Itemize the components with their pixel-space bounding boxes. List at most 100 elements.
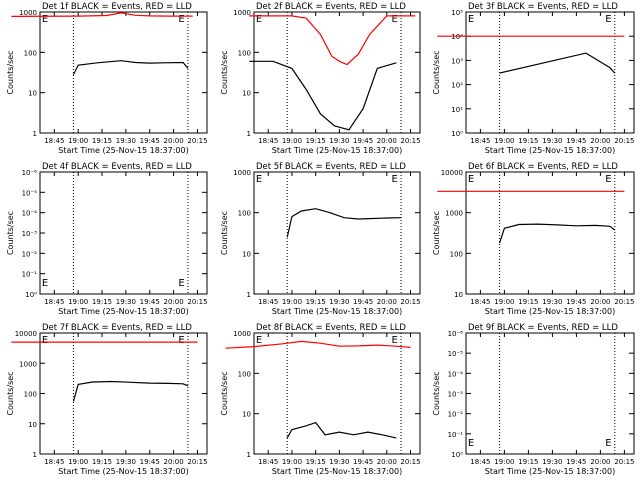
x-tick-label: 19:00 bbox=[494, 458, 514, 466]
x-tick-label: 19:15 bbox=[92, 137, 112, 145]
y-tick-label: 1 bbox=[33, 451, 37, 459]
x-tick-label: 20:00 bbox=[377, 458, 397, 466]
panel-title: Det 2f BLACK = Events, RED = LLD bbox=[256, 2, 406, 12]
detector-panel-1: Det 1f BLACK = Events, RED = LLD 18:45 19:… bbox=[6, 2, 208, 155]
x-tick-label: 18:45 bbox=[258, 298, 278, 306]
x-tick-label: 20:00 bbox=[164, 137, 184, 145]
x-tick-label: 19:45 bbox=[566, 298, 586, 306]
event-marker: E bbox=[392, 174, 398, 185]
detector-panel-8: Det 8f BLACK = Events, RED = LLD 18:45 19:… bbox=[220, 323, 421, 476]
x-tick-label: 19:15 bbox=[92, 298, 112, 306]
y-axis-label: Counts/sec bbox=[432, 211, 441, 255]
y-tick-label: 10⁻² bbox=[448, 411, 464, 419]
x-tick-label: 19:00 bbox=[282, 137, 302, 145]
x-tick-label: 20:00 bbox=[590, 137, 610, 145]
x-tick-label: 20:15 bbox=[187, 298, 207, 306]
x-tick-label: 19:45 bbox=[566, 137, 586, 145]
x-tick-label: 19:15 bbox=[306, 298, 326, 306]
x-tick-label: 19:45 bbox=[353, 458, 373, 466]
y-tick-label: 10⁻⁶ bbox=[22, 169, 38, 177]
x-tick-label: 20:15 bbox=[614, 137, 634, 145]
x-tick-label: 20:00 bbox=[377, 298, 397, 306]
series-lld-line bbox=[11, 12, 193, 17]
x-axis-label: Start Time (25-Nov-15 18:37:00) bbox=[485, 307, 615, 316]
y-tick-label: 10⁻⁶ bbox=[448, 330, 464, 338]
y-tick-label: 1000 bbox=[19, 360, 37, 368]
series-events-line bbox=[72, 60, 189, 75]
x-tick-label: 19:30 bbox=[542, 298, 562, 306]
y-tick-label: 1000 bbox=[445, 210, 463, 218]
y-tick-label: 100 bbox=[238, 49, 251, 57]
y-tick-label: 10 bbox=[242, 250, 251, 258]
event-marker: E bbox=[256, 14, 262, 25]
panel-title: Det 8f BLACK = Events, RED = LLD bbox=[256, 323, 406, 333]
x-tick-label: 20:00 bbox=[164, 298, 184, 306]
x-tick-label: 19:30 bbox=[329, 458, 349, 466]
y-tick-label: 1000 bbox=[233, 330, 251, 338]
y-axis-label: Counts/sec bbox=[220, 211, 229, 255]
x-tick-label: 20:00 bbox=[590, 458, 610, 466]
x-tick-label: 19:30 bbox=[542, 137, 562, 145]
y-tick-label: 10⁻³ bbox=[448, 391, 464, 399]
y-axis-label: Counts/sec bbox=[432, 50, 441, 94]
x-tick-label: 19:15 bbox=[306, 137, 326, 145]
plot-frame bbox=[39, 171, 208, 295]
x-tick-label: 20:15 bbox=[614, 458, 634, 466]
x-axis-label: Start Time (25-Nov-15 18:37:00) bbox=[272, 146, 402, 155]
x-tick-label: 19:00 bbox=[68, 298, 88, 306]
y-tick-label: 10⁻² bbox=[22, 250, 38, 258]
x-tick-label: 19:30 bbox=[329, 137, 349, 145]
y-tick-label: 100 bbox=[24, 391, 37, 399]
y-tick-label: 10⁻⁴ bbox=[22, 210, 38, 218]
detector-panel-6: Det 6f BLACK = Events, RED = LLD 18:45 19:… bbox=[432, 162, 635, 316]
y-tick-label: 10000 bbox=[15, 330, 37, 338]
y-tick-label: 100 bbox=[238, 210, 251, 218]
panel-title: Det 6f BLACK = Events, RED = LLD bbox=[468, 162, 618, 172]
x-tick-label: 20:15 bbox=[187, 137, 207, 145]
x-axis-label: Start Time (25-Nov-15 18:37:00) bbox=[272, 307, 402, 316]
y-tick-label: 1 bbox=[33, 130, 37, 138]
x-tick-label: 19:45 bbox=[566, 458, 586, 466]
y-tick-label: 10³ bbox=[451, 57, 463, 65]
plot-frame bbox=[465, 171, 635, 295]
x-tick-label: 18:45 bbox=[44, 298, 64, 306]
x-axis-label: Start Time (25-Nov-15 18:37:00) bbox=[58, 307, 188, 316]
y-tick-label: 1000 bbox=[233, 169, 251, 177]
x-tick-label: 19:15 bbox=[518, 298, 538, 306]
y-tick-label: 1000 bbox=[233, 9, 251, 17]
x-tick-label: 20:00 bbox=[590, 298, 610, 306]
y-tick-label: 10⁵ bbox=[451, 9, 463, 17]
y-tick-label: 100 bbox=[238, 370, 251, 378]
x-tick-label: 19:30 bbox=[116, 298, 136, 306]
y-tick-label: 10 bbox=[242, 411, 251, 419]
panel-title: Det 7f BLACK = Events, RED = LLD bbox=[42, 323, 192, 333]
y-tick-label: 10⁻⁵ bbox=[448, 350, 464, 358]
panel-title: Det 4f BLACK = Events, RED = LLD bbox=[42, 162, 192, 172]
y-tick-label: 10⁰ bbox=[451, 130, 463, 138]
event-marker: E bbox=[178, 335, 184, 346]
series-lld-line bbox=[225, 340, 411, 349]
y-tick-label: 10 bbox=[242, 90, 251, 98]
event-marker: E bbox=[178, 14, 184, 25]
y-tick-label: 10 bbox=[454, 291, 463, 299]
event-marker: E bbox=[605, 174, 611, 185]
y-tick-label: 1 bbox=[247, 130, 251, 138]
panel-title: Det 5f BLACK = Events, RED = LLD bbox=[256, 162, 406, 172]
y-tick-label: 1 bbox=[247, 291, 251, 299]
y-tick-label: 10 bbox=[28, 90, 37, 98]
x-tick-label: 19:00 bbox=[68, 137, 88, 145]
event-marker: E bbox=[42, 335, 48, 346]
x-tick-label: 19:00 bbox=[494, 137, 514, 145]
y-tick-label: 10⁰ bbox=[451, 451, 463, 459]
x-tick-label: 20:15 bbox=[187, 458, 207, 466]
y-tick-label: 10⁻³ bbox=[22, 230, 38, 238]
x-tick-label: 19:00 bbox=[282, 298, 302, 306]
x-tick-label: 18:45 bbox=[44, 137, 64, 145]
x-tick-label: 18:45 bbox=[470, 298, 490, 306]
series-lld-line bbox=[249, 15, 416, 66]
detector-panel-4: Det 4f BLACK = Events, RED = LLD 18:45 19:… bbox=[6, 162, 208, 316]
event-marker: E bbox=[392, 14, 398, 25]
x-tick-label: 18:45 bbox=[44, 458, 64, 466]
x-tick-label: 19:15 bbox=[306, 458, 326, 466]
